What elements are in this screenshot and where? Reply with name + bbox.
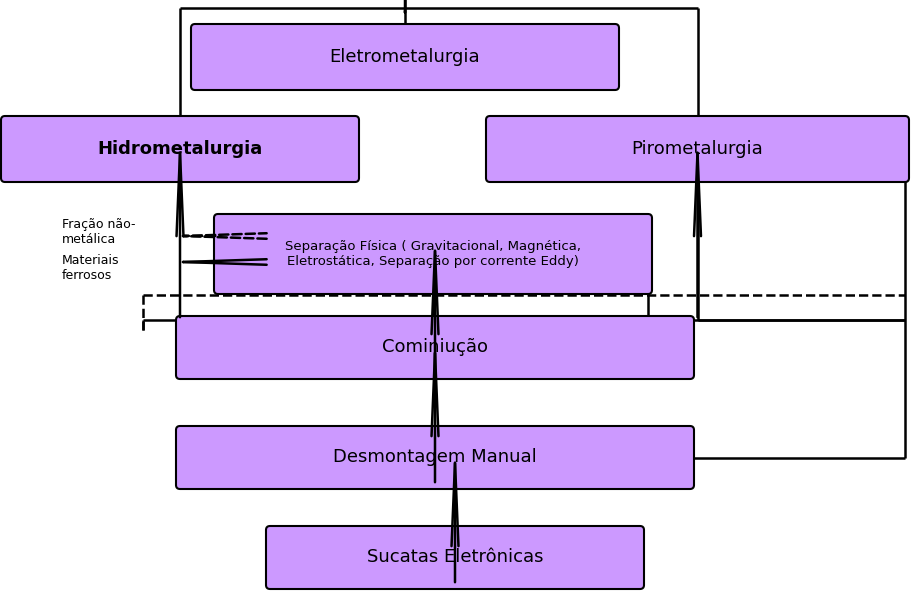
FancyBboxPatch shape bbox=[486, 116, 909, 182]
Text: Fração não-
metálica: Fração não- metálica bbox=[62, 218, 136, 246]
FancyBboxPatch shape bbox=[214, 214, 652, 294]
Text: Pirometalurgia: Pirometalurgia bbox=[632, 140, 763, 158]
Text: Separação Física ( Gravitacional, Magnética,
Eletrostática, Separação por corren: Separação Física ( Gravitacional, Magnét… bbox=[285, 240, 581, 268]
FancyBboxPatch shape bbox=[266, 526, 644, 589]
Text: Hidrometalurgia: Hidrometalurgia bbox=[97, 140, 262, 158]
Text: Sucatas Eletrônicas: Sucatas Eletrônicas bbox=[367, 549, 543, 566]
Text: Materiais
ferrosos: Materiais ferrosos bbox=[62, 254, 119, 282]
Text: Desmontagem Manual: Desmontagem Manual bbox=[333, 449, 536, 467]
Text: Cominiução: Cominiução bbox=[382, 339, 488, 356]
FancyBboxPatch shape bbox=[1, 116, 359, 182]
FancyBboxPatch shape bbox=[176, 316, 694, 379]
Text: Eletrometalurgia: Eletrometalurgia bbox=[330, 48, 481, 66]
FancyBboxPatch shape bbox=[191, 24, 619, 90]
FancyBboxPatch shape bbox=[176, 426, 694, 489]
